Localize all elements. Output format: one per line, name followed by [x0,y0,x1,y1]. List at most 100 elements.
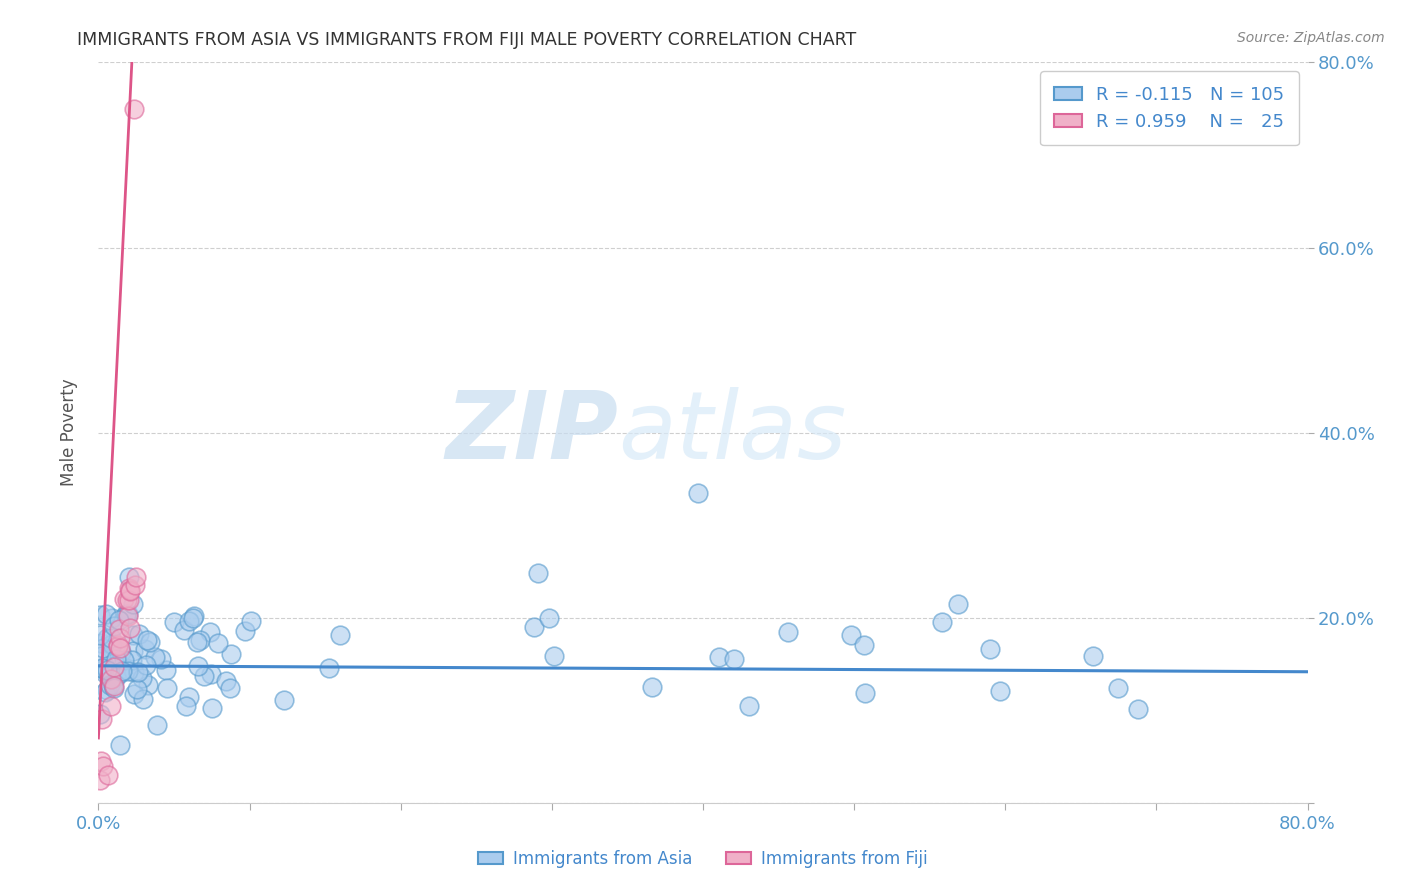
Point [110,666,132,681]
Point [118,584,141,599]
Point [117,607,139,621]
Point [219,681,242,696]
Point [111,664,134,678]
Point [737,699,759,714]
Point [122,628,145,642]
Point [543,648,565,663]
Point [94,661,117,675]
Point [122,644,145,658]
Point [149,652,172,666]
Point [329,628,352,642]
Point [709,650,731,665]
Point [183,608,205,623]
Point [103,681,125,695]
Point [117,570,139,584]
Point [110,645,132,659]
Point [117,665,139,679]
Point [179,690,201,704]
Point [641,680,664,694]
Point [122,102,145,116]
Point [839,628,862,642]
Point [115,662,138,676]
Point [100,641,122,656]
Point [163,615,186,629]
Point [89,607,111,622]
Point [114,607,136,621]
Point [174,699,197,714]
Point [686,485,709,500]
Point [94,607,117,622]
Point [852,638,875,652]
Point [96,682,118,697]
Point [122,687,145,701]
Point [108,631,131,645]
Point [103,660,125,674]
Point [1107,681,1129,695]
Point [97,768,120,782]
Point [207,636,229,650]
Point [94,659,117,673]
Point [96,631,118,645]
Point [118,621,141,635]
Point [105,670,128,684]
Point [108,739,131,753]
Point [101,637,124,651]
Point [103,679,125,693]
Text: IMMIGRANTS FROM ASIA VS IMMIGRANTS FROM FIJI MALE POVERTY CORRELATION CHART: IMMIGRANTS FROM ASIA VS IMMIGRANTS FROM … [77,31,856,49]
Point [93,662,115,676]
Point [132,692,155,706]
Point [105,652,128,666]
Point [124,578,146,592]
Point [128,627,150,641]
Point [100,698,122,713]
Point [89,627,111,641]
Point [201,701,224,715]
Point [134,642,156,657]
Point [101,678,124,692]
Point [101,611,124,625]
Point [523,620,546,634]
Point [96,663,118,677]
Point [1128,702,1150,716]
Point [91,758,114,772]
Point [115,607,138,622]
Point [121,653,143,667]
Point [526,566,548,580]
Point [89,706,111,721]
Point [200,624,222,639]
Point [118,582,141,597]
Point [240,614,263,628]
Point [143,650,166,665]
Point [186,634,208,648]
Point [318,661,340,675]
Point [131,671,153,685]
Point [135,632,157,647]
Point [118,593,141,607]
Legend: R = -0.115   N = 105, R = 0.959    N =   25: R = -0.115 N = 105, R = 0.959 N = 25 [1040,71,1299,145]
Point [94,666,117,681]
Point [988,684,1011,698]
Text: Source: ZipAtlas.com: Source: ZipAtlas.com [1237,31,1385,45]
Point [104,657,127,672]
Point [200,666,222,681]
Y-axis label: Male Poverty: Male Poverty [59,379,77,486]
Point [931,615,953,629]
Point [90,648,112,663]
Point [177,614,200,628]
Point [115,592,138,607]
Point [112,592,135,607]
Point [135,657,157,672]
Point [100,638,122,652]
Point [112,653,135,667]
Point [122,665,145,680]
Point [127,665,149,679]
Point [1083,649,1105,664]
Point [145,718,167,732]
Point [193,669,215,683]
Point [107,640,129,654]
Point [946,597,969,611]
Point [91,641,114,656]
Point [156,681,179,696]
Point [537,611,560,625]
Point [776,624,799,639]
